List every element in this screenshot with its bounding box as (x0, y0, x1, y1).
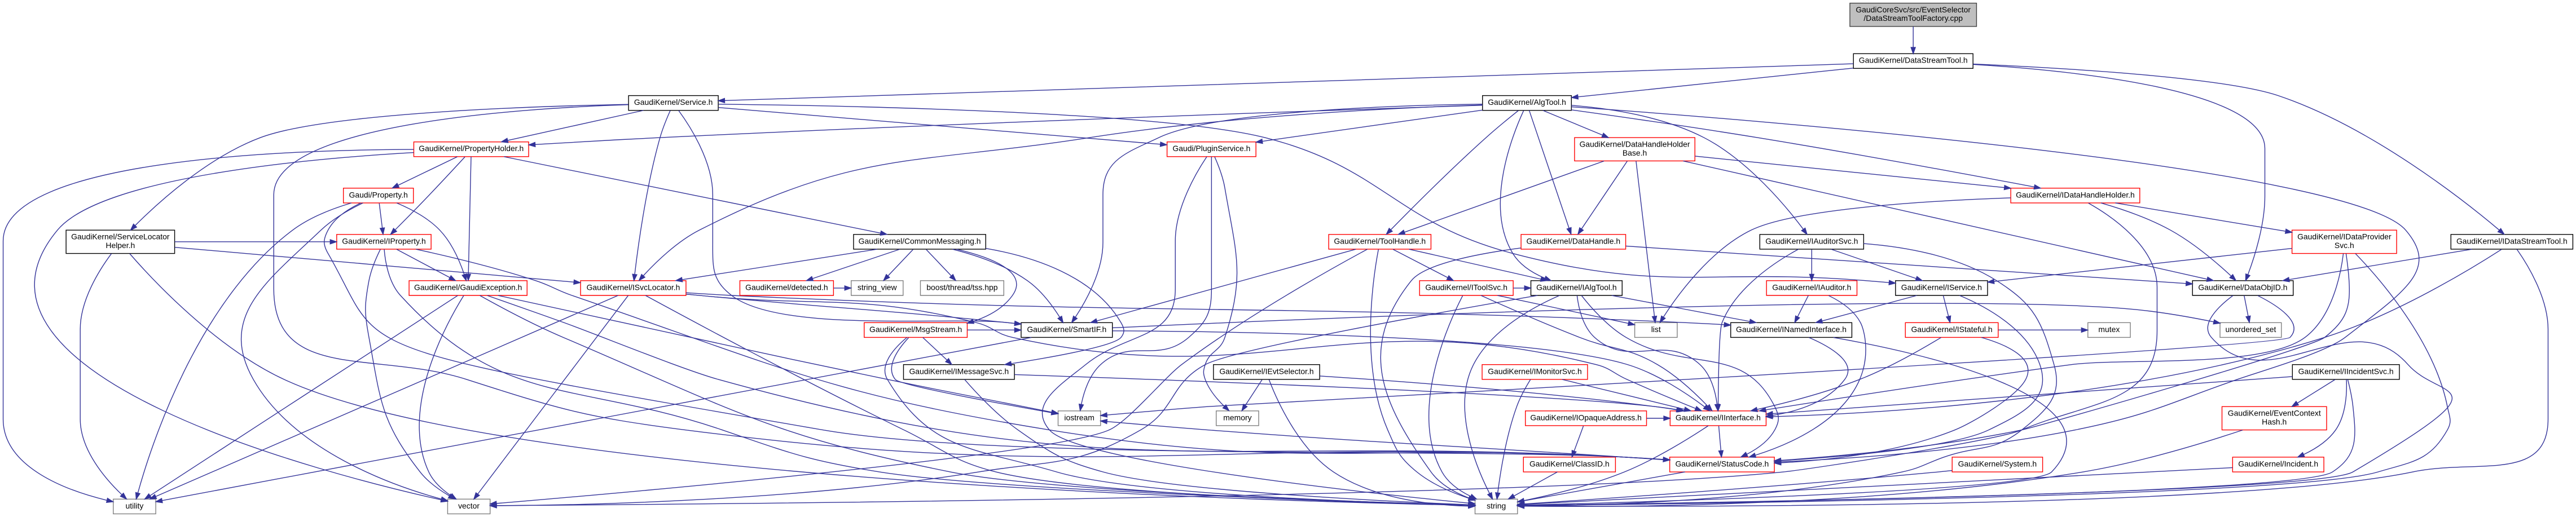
svg-text:GaudiKernel/EventContext: GaudiKernel/EventContext (2228, 409, 2321, 418)
svg-text:unordered_set: unordered_set (2225, 325, 2276, 334)
svg-text:GaudiKernel/IDataProvider: GaudiKernel/IDataProvider (2297, 232, 2392, 241)
svg-text:vector: vector (458, 501, 480, 510)
svg-text:GaudiKernel/MsgStream.h: GaudiKernel/MsgStream.h (869, 325, 962, 334)
svg-text:GaudiKernel/IDataStreamTool.h: GaudiKernel/IDataStreamTool.h (2456, 236, 2568, 245)
svg-text:Svc.h: Svc.h (2335, 241, 2354, 250)
svg-text:iostream: iostream (1064, 413, 1094, 422)
svg-text:GaudiKernel/IAlgTool.h: GaudiKernel/IAlgTool.h (1536, 282, 1617, 291)
svg-text:GaudiKernel/CommonMessaging.h: GaudiKernel/CommonMessaging.h (859, 236, 981, 245)
svg-text:GaudiKernel/AlgTool.h: GaudiKernel/AlgTool.h (1488, 98, 1566, 107)
svg-text:Base.h: Base.h (1623, 148, 1647, 157)
svg-text:GaudiKernel/INamedInterface.h: GaudiKernel/INamedInterface.h (1736, 325, 1847, 334)
svg-text:GaudiKernel/IToolSvc.h: GaudiKernel/IToolSvc.h (1425, 282, 1507, 291)
svg-text:GaudiKernel/ToolHandle.h: GaudiKernel/ToolHandle.h (1334, 236, 1426, 245)
svg-text:GaudiKernel/GaudiException.h: GaudiKernel/GaudiException.h (414, 282, 522, 291)
svg-text:GaudiKernel/SmartIF.h: GaudiKernel/SmartIF.h (1027, 325, 1106, 334)
svg-text:string_view: string_view (858, 282, 898, 291)
svg-text:/DataStreamToolFactory.cpp: /DataStreamToolFactory.cpp (1863, 14, 1963, 23)
svg-text:GaudiCoreSvc/src/EventSelector: GaudiCoreSvc/src/EventSelector (1856, 5, 1971, 14)
svg-text:GaudiKernel/Incident.h: GaudiKernel/Incident.h (2238, 459, 2318, 468)
svg-text:GaudiKernel/PropertyHolder.h: GaudiKernel/PropertyHolder.h (419, 144, 524, 153)
svg-text:GaudiKernel/IOpaqueAddress.h: GaudiKernel/IOpaqueAddress.h (1530, 413, 1642, 422)
svg-text:GaudiKernel/StatusCode.h: GaudiKernel/StatusCode.h (1675, 459, 1769, 468)
svg-text:list: list (1651, 325, 1661, 334)
svg-text:GaudiKernel/IService.h: GaudiKernel/IService.h (1901, 282, 1982, 291)
svg-text:GaudiKernel/System.h: GaudiKernel/System.h (1958, 459, 2037, 468)
svg-text:memory: memory (1223, 413, 1251, 422)
svg-text:GaudiKernel/ServiceLocator: GaudiKernel/ServiceLocator (71, 232, 170, 241)
svg-text:GaudiKernel/DataHandle.h: GaudiKernel/DataHandle.h (1527, 236, 1621, 245)
svg-text:boost/thread/tss.hpp: boost/thread/tss.hpp (926, 282, 998, 291)
svg-text:GaudiKernel/IIncidentSvc.h: GaudiKernel/IIncidentSvc.h (2298, 366, 2394, 375)
svg-text:GaudiKernel/IMessageSvc.h: GaudiKernel/IMessageSvc.h (909, 366, 1009, 375)
svg-text:GaudiKernel/IMonitorSvc.h: GaudiKernel/IMonitorSvc.h (1488, 366, 1582, 375)
svg-text:GaudiKernel/detected.h: GaudiKernel/detected.h (745, 282, 828, 291)
svg-text:GaudiKernel/IInterface.h: GaudiKernel/IInterface.h (1676, 413, 1761, 422)
svg-text:GaudiKernel/IAuditor.h: GaudiKernel/IAuditor.h (1772, 282, 1851, 291)
svg-text:GaudiKernel/IAuditorSvc.h: GaudiKernel/IAuditorSvc.h (1765, 236, 1858, 245)
svg-text:Gaudi/Property.h: Gaudi/Property.h (349, 190, 408, 199)
svg-text:GaudiKernel/ClassID.h: GaudiKernel/ClassID.h (1529, 459, 1610, 468)
svg-text:Gaudi/PluginService.h: Gaudi/PluginService.h (1172, 144, 1250, 153)
svg-text:utility: utility (126, 501, 144, 510)
svg-text:GaudiKernel/IStateful.h: GaudiKernel/IStateful.h (1911, 325, 1992, 334)
svg-text:GaudiKernel/ISvcLocator.h: GaudiKernel/ISvcLocator.h (587, 282, 680, 291)
svg-text:GaudiKernel/IProperty.h: GaudiKernel/IProperty.h (342, 236, 425, 245)
svg-text:Helper.h: Helper.h (105, 241, 135, 250)
svg-text:GaudiKernel/IDataHandleHolder.: GaudiKernel/IDataHandleHolder.h (2016, 190, 2135, 199)
svg-text:GaudiKernel/Service.h: GaudiKernel/Service.h (634, 98, 713, 107)
svg-text:Hash.h: Hash.h (2262, 417, 2287, 426)
svg-text:GaudiKernel/DataStreamTool.h: GaudiKernel/DataStreamTool.h (1859, 56, 1968, 65)
svg-text:GaudiKernel/DataHandleHolder: GaudiKernel/DataHandleHolder (1580, 140, 1690, 149)
svg-text:GaudiKernel/IEvtSelector.h: GaudiKernel/IEvtSelector.h (1219, 366, 1313, 375)
svg-text:string: string (1487, 501, 1506, 510)
svg-text:mutex: mutex (2098, 325, 2120, 334)
svg-text:GaudiKernel/DataObjID.h: GaudiKernel/DataObjID.h (2198, 282, 2287, 291)
